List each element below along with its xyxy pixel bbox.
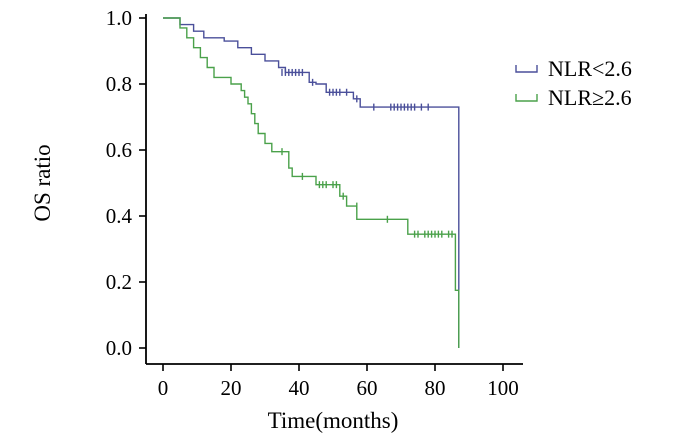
series-nlr-high [163,17,460,348]
x-tick-label: 80 [425,376,446,400]
y-tick-label: 0.0 [106,336,132,360]
legend: NLR<2.6 NLR≥2.6 [515,56,632,110]
axes [145,14,523,365]
y-ticks: 0.0 0.2 0.4 0.6 0.8 1.0 [106,6,146,360]
x-tick-label: 100 [487,376,519,400]
y-tick-label: 0.4 [106,204,133,228]
legend-label: NLR≥2.6 [548,85,632,110]
x-ticks: 0 20 40 60 80 100 [158,364,519,400]
x-tick-label: 20 [221,376,242,400]
y-axis-title: OS ratio [30,144,55,221]
series-nlr-low [163,17,460,348]
x-tick-label: 40 [289,376,310,400]
legend-label: NLR<2.6 [548,56,632,81]
y-tick-label: 0.6 [106,138,132,162]
plot-area [163,17,460,348]
survival-curve-line [163,17,460,348]
survival-curve-line [163,17,460,348]
x-tick-label: 60 [357,376,378,400]
legend-swatch [515,94,538,102]
x-axis-title: Time(months) [268,408,399,433]
x-tick-label: 0 [158,376,169,400]
y-tick-label: 0.8 [106,72,132,96]
legend-swatch [515,65,538,73]
y-tick-label: 1.0 [106,6,132,30]
y-tick-label: 0.2 [106,270,132,294]
